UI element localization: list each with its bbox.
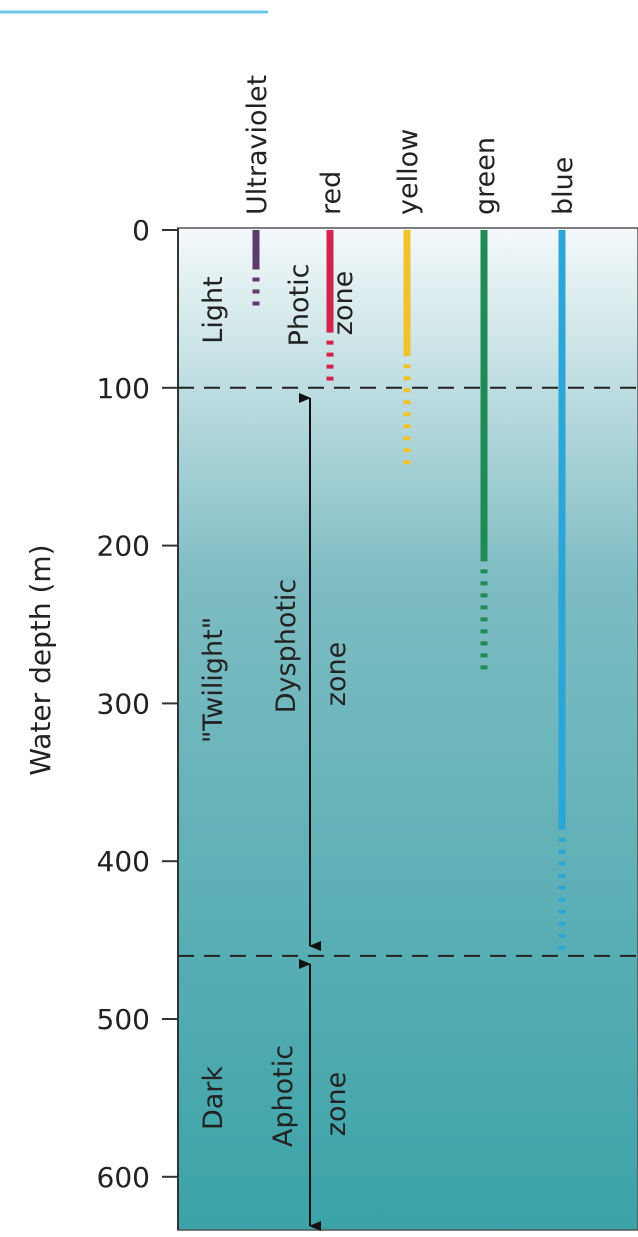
depth-tick-label: 600 [97, 1161, 150, 1194]
photic-zone-label-line2: zone [328, 271, 359, 335]
light-zone-label: Light [198, 276, 229, 343]
depth-tick-label: 500 [97, 1003, 150, 1036]
wavelength-bars [252, 230, 566, 956]
yellow-wavelength-label: yellow [393, 129, 424, 215]
blue-wavelength-label: blue [548, 157, 579, 215]
depth-axis-ticks: 0 100 200 300 400 500 600 [97, 214, 178, 1194]
depth-tick-label: 0 [132, 214, 150, 247]
green-wavelength-label: green [470, 137, 501, 215]
depth-axis-label: Water depth (m) [24, 544, 57, 775]
dysphotic-zone-label-line2: zone [321, 642, 352, 706]
depth-tick-label: 300 [97, 687, 150, 720]
depth-tick-label: 200 [97, 530, 150, 563]
depth-tick-label: 100 [97, 372, 150, 405]
aphotic-zone-label-line1: Aphotic [268, 1045, 299, 1147]
wavelength-labels: Ultraviolet red yellow green blue [242, 75, 579, 215]
twilight-zone-label: "Twilight" [198, 617, 229, 743]
dark-zone-label: Dark [198, 1066, 229, 1130]
depth-tick-label: 400 [97, 845, 150, 878]
dysphotic-zone-label-line1: Dysphotic [271, 579, 302, 714]
red-wavelength-label: red [316, 171, 347, 215]
ultraviolet-wavelength-label: Ultraviolet [242, 75, 273, 215]
photic-zone-label-line1: Photic [284, 264, 315, 347]
aphotic-zone-label-line2: zone [321, 1072, 352, 1136]
